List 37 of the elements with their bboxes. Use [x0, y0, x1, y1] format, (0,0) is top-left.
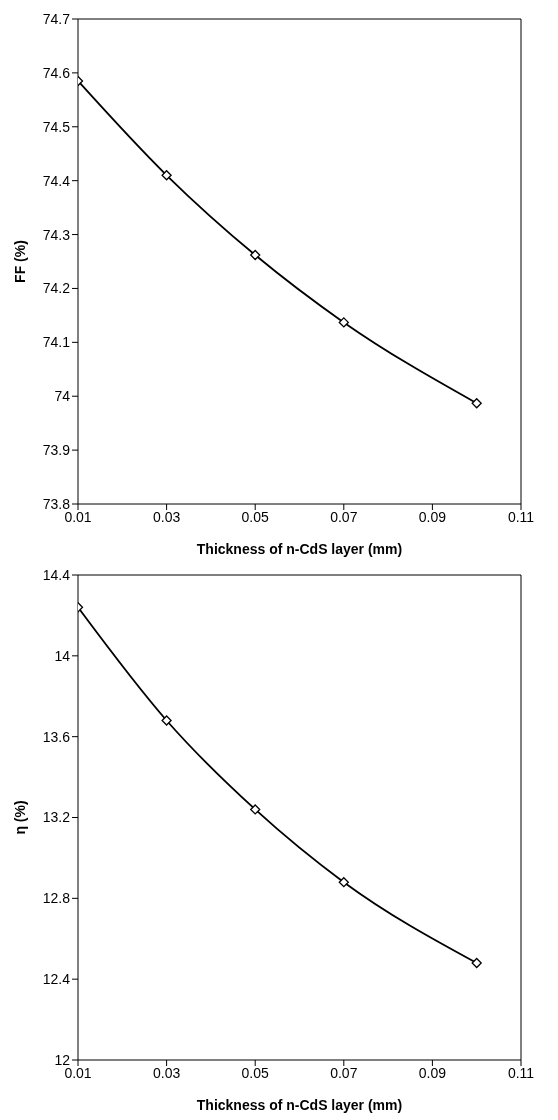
- x-tick-label: 0.05: [241, 508, 270, 525]
- x-tick-label: 0.03: [152, 1064, 181, 1081]
- x-tick-label: 0.11: [507, 508, 535, 525]
- y-axis-title: FF (%): [11, 240, 28, 283]
- x-tick-label: 0.09: [418, 508, 447, 525]
- y-tick-label: 74.2: [42, 280, 71, 297]
- x-tick-label: 0.07: [330, 1064, 358, 1081]
- y-tick-label: 12.4: [42, 971, 71, 988]
- point: [250, 249, 261, 261]
- y-tick-label: 74.1: [42, 334, 71, 351]
- y-axis-title: η (%): [11, 800, 28, 835]
- x-tick-label: 0.07: [330, 508, 358, 525]
- x-tick-label: 0.03: [152, 508, 181, 525]
- y-tick-label: 14: [54, 647, 71, 664]
- y-tick-label: 74.4: [42, 172, 71, 189]
- y-tick-label: 12.8: [42, 890, 71, 907]
- x-tick-label: 0.05: [241, 1064, 270, 1081]
- y-tick-label: 74.5: [42, 118, 71, 135]
- point: [338, 877, 349, 888]
- y-tick-label: 73.9: [42, 442, 71, 459]
- y-tick-label: 74: [54, 388, 71, 405]
- point: [250, 804, 261, 815]
- point: [471, 398, 482, 409]
- point: [161, 170, 172, 181]
- y-tick-label: 14.4: [42, 566, 71, 583]
- point: [471, 957, 482, 969]
- x-axis-title: Thickness of n-CdS layer (mm): [196, 1097, 403, 1113]
- y-tick-label: 74.6: [42, 64, 71, 81]
- y-tick-label: 13.2: [42, 809, 71, 826]
- point: [161, 715, 172, 726]
- x-tick-label: 0.11: [507, 1064, 535, 1081]
- y-tick-label: 74.7: [42, 10, 71, 27]
- x-axis-title: Thickness of n-CdS layer (mm): [196, 541, 403, 557]
- point: [338, 317, 349, 328]
- x-tick-label: 0.09: [418, 1064, 447, 1081]
- y-tick-label: 13.6: [42, 728, 71, 745]
- y-tick-label: 74.3: [42, 226, 71, 243]
